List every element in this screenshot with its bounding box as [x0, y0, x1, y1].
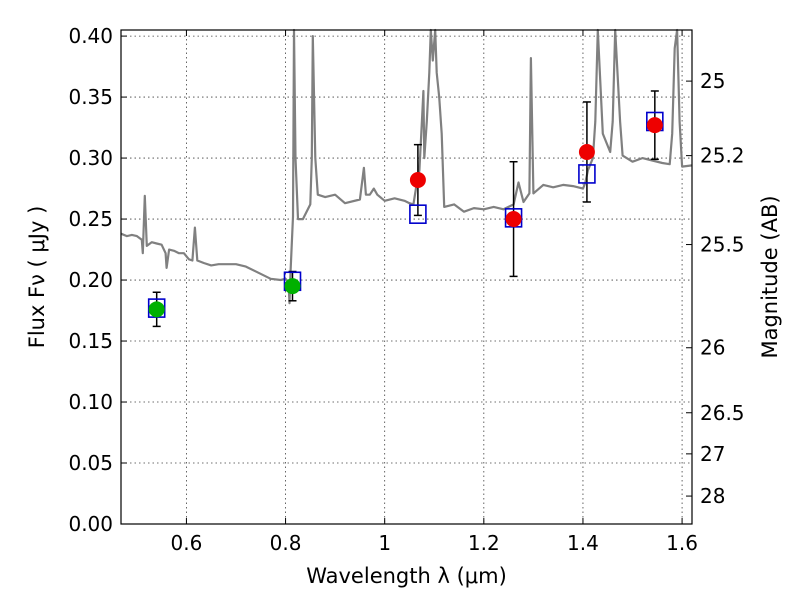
- open-square-marker: [409, 204, 427, 224]
- grid: [121, 30, 692, 525]
- red-circle-marker: [578, 143, 595, 160]
- right-tick-label: 26.5: [700, 401, 745, 425]
- y-tick-label: 0.10: [68, 390, 113, 414]
- red-circle-marker: [646, 117, 663, 134]
- y-tick-label: 0.30: [68, 146, 113, 170]
- x-tick-label: 1.4: [567, 531, 599, 555]
- right-axis-title: Magnitude (AB): [758, 195, 782, 358]
- y-tick-label: 0.15: [68, 329, 113, 353]
- right-tick-label: 28: [700, 484, 725, 508]
- axis-ticks: 0.6 0.8 1 1.2 1.4 1.6 0.00 0.05 0.10 0.15 0.20 0.25…: [68, 24, 744, 555]
- data-markers: [147, 111, 664, 318]
- right-tick-label: 25.2: [700, 144, 745, 168]
- open-square-marker: [578, 164, 596, 184]
- red-circle-marker: [505, 211, 522, 228]
- green-circle-marker: [148, 301, 165, 318]
- x-axis-title: Wavelength λ (μm): [306, 564, 507, 588]
- right-tick-label: 25: [700, 69, 725, 93]
- y-tick-label: 0.20: [68, 268, 113, 292]
- x-tick-label: 1: [378, 531, 391, 555]
- plot-frame: [120, 29, 693, 525]
- y-axis-title: Flux Fν ( μJy ): [25, 206, 49, 349]
- spectrum-line: [120, 28, 693, 305]
- x-tick-label: 0.8: [270, 531, 302, 555]
- right-tick-label: 27: [700, 442, 725, 466]
- y-tick-label: 0.25: [68, 207, 113, 231]
- y-tick-label: 0.40: [68, 24, 113, 48]
- red-circle-marker: [409, 172, 426, 189]
- spectrum-series: [120, 28, 693, 305]
- x-tick-label: 1.2: [468, 531, 500, 555]
- y-tick-label: 0.00: [68, 512, 113, 536]
- y-tick-label: 0.05: [68, 451, 113, 475]
- x-tick-label: 0.6: [171, 531, 203, 555]
- y-tick-label: 0.35: [68, 85, 113, 109]
- right-tick-label: 26: [700, 336, 725, 360]
- green-circle-marker: [284, 278, 301, 295]
- right-tick-label: 25.5: [700, 233, 745, 257]
- x-tick-label: 1.6: [666, 531, 698, 555]
